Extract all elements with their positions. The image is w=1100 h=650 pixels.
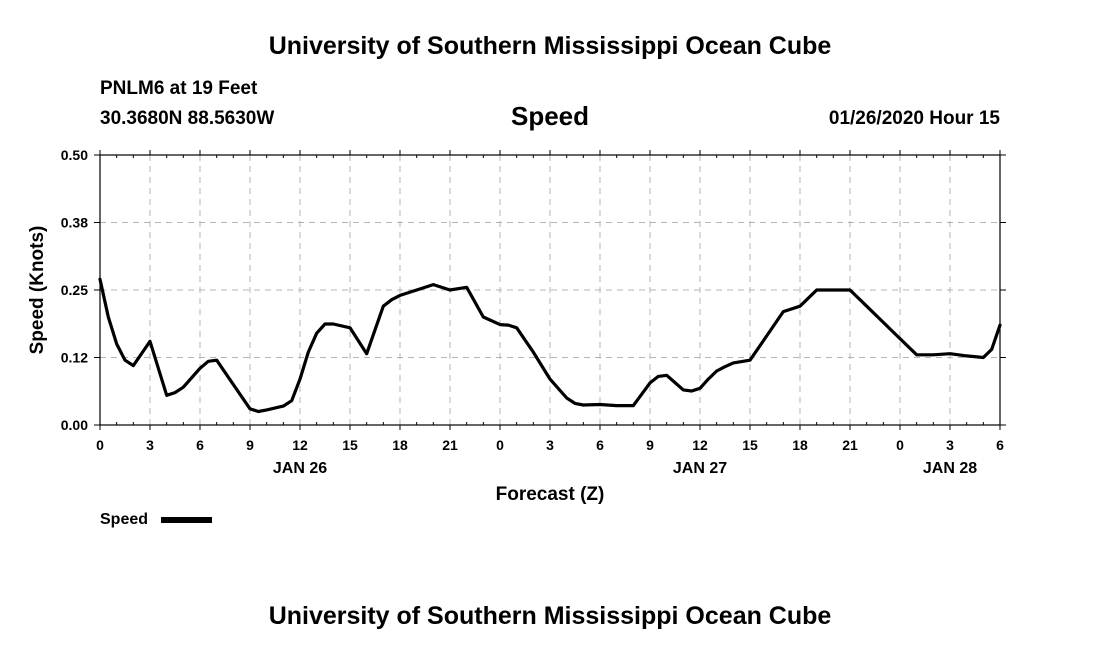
date-label: JAN 26 [273, 460, 327, 477]
date-labels: JAN 26 JAN 27 JAN 28 [273, 460, 977, 477]
axis-ticks [94, 150, 1006, 430]
x-tick-label: 9 [646, 437, 654, 453]
x-tick-label: 6 [196, 437, 204, 453]
x-tick-label: 18 [392, 437, 408, 453]
y-tick-label: 0.00 [61, 417, 88, 433]
date-label: JAN 27 [673, 460, 727, 477]
x-tick-labels: 0 3 6 9 12 15 18 21 0 3 6 9 12 15 18 21 0 3 6 [96, 437, 1004, 453]
x-tick-label: 15 [342, 437, 358, 453]
x-tick-label: 21 [842, 437, 858, 453]
x-tick-label: 0 [896, 437, 904, 453]
y-tick-label: 0.50 [61, 147, 88, 163]
y-tick-label: 0.25 [61, 282, 88, 298]
x-tick-label: 3 [146, 437, 154, 453]
y-tick-label: 0.38 [61, 215, 88, 231]
x-tick-label: 9 [246, 437, 254, 453]
x-tick-label: 21 [442, 437, 458, 453]
x-axis-title: Forecast (Z) [496, 484, 605, 505]
speed-series-line [98, 277, 1002, 414]
legend-label: Speed [100, 511, 148, 528]
y-axis-title: Speed (Knots) [27, 226, 48, 355]
variable-title: Speed [511, 101, 589, 131]
x-tick-label: 0 [96, 437, 104, 453]
x-tick-label: 6 [596, 437, 604, 453]
x-tick-label: 3 [946, 437, 954, 453]
x-tick-label: 15 [742, 437, 758, 453]
x-tick-label: 12 [292, 437, 308, 453]
y-tick-labels: 0.00 0.12 0.25 0.38 0.50 [61, 147, 88, 433]
station-label: PNLM6 at 19 Feet [100, 78, 258, 99]
location-label: 30.3680N 88.5630W [100, 108, 274, 129]
x-tick-label: 0 [496, 437, 504, 453]
x-tick-label: 12 [692, 437, 708, 453]
x-tick-label: 18 [792, 437, 808, 453]
footer-title: University of Southern Mississippi Ocean… [269, 602, 832, 630]
chart-title: University of Southern Mississippi Ocean… [269, 32, 832, 60]
y-tick-label: 0.12 [61, 350, 88, 366]
x-tick-label: 3 [546, 437, 554, 453]
x-tick-label: 6 [996, 437, 1004, 453]
datetime-label: 01/26/2020 Hour 15 [829, 108, 1001, 129]
date-label: JAN 28 [923, 460, 977, 477]
